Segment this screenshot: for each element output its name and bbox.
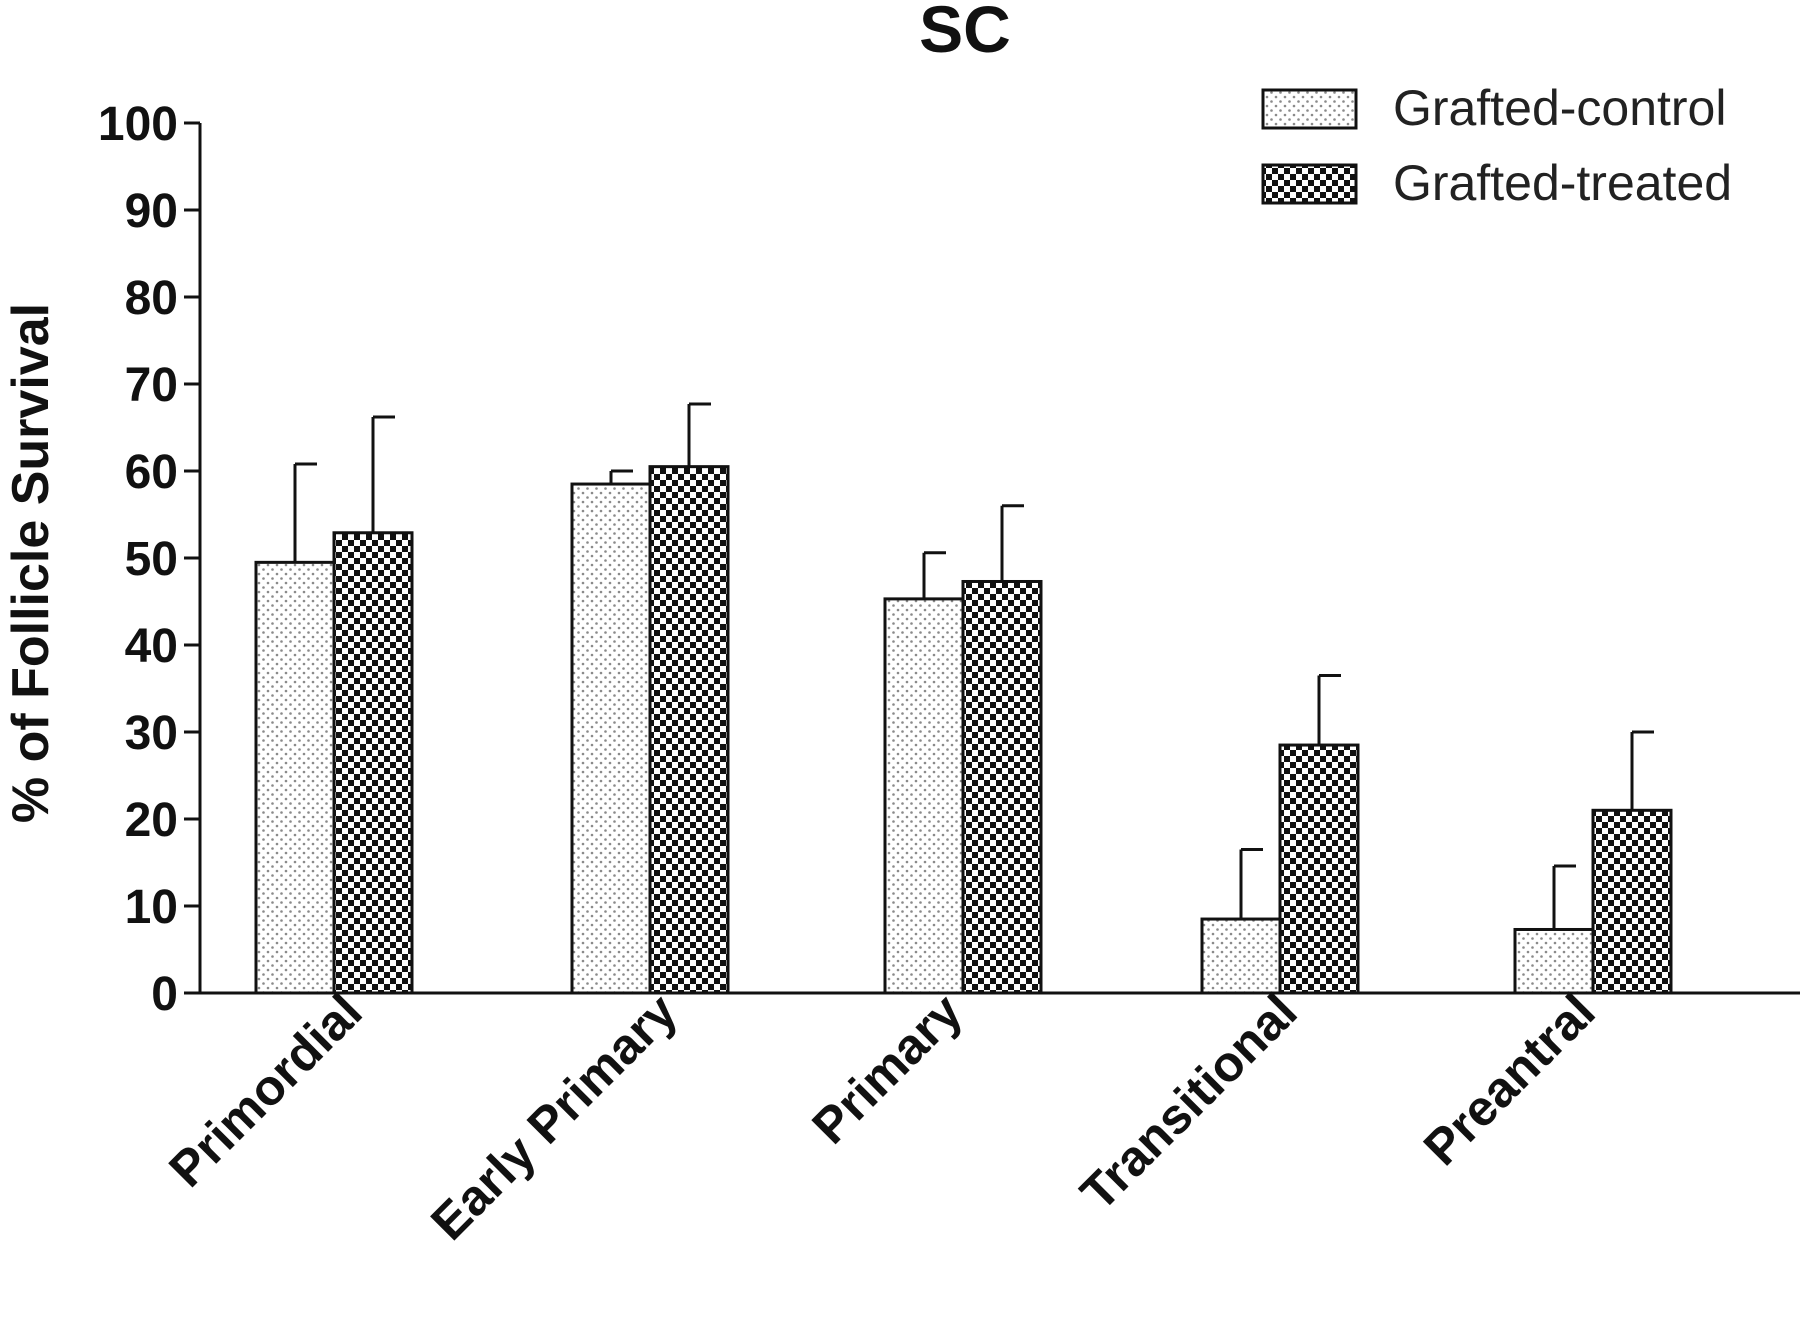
- legend-item-control: Grafted-control: [1261, 80, 1726, 136]
- y-tick-label: 80: [125, 272, 178, 325]
- y-tick-label: 60: [125, 446, 178, 499]
- y-tick-label: 100: [98, 98, 178, 151]
- bar-treated: [648, 465, 730, 995]
- y-tick-label: 40: [125, 620, 178, 673]
- y-tick-label: 50: [125, 533, 178, 586]
- bar-control: [1513, 927, 1595, 995]
- bar-treated: [332, 531, 414, 995]
- chart-title: SC: [919, 0, 1011, 66]
- bar-treated: [1278, 743, 1360, 995]
- bar-control: [1200, 917, 1282, 995]
- y-tick-label: 0: [151, 968, 178, 1021]
- bars-group: [254, 465, 1673, 995]
- legend-label: Grafted-control: [1393, 80, 1726, 136]
- bar-control: [883, 597, 965, 995]
- category-label: Transitional: [1070, 983, 1308, 1221]
- error-bars-group: [293, 402, 1654, 930]
- category-label: Preantral: [1413, 983, 1606, 1176]
- category-label: Early Primary: [420, 983, 688, 1251]
- y-tick-label: 90: [125, 185, 178, 238]
- category-label: Primary: [801, 983, 972, 1154]
- y-tick-label: 20: [125, 794, 178, 847]
- legend-swatch: [1261, 88, 1358, 130]
- legend-swatch: [1261, 163, 1358, 205]
- legend-item-treated: Grafted-treated: [1261, 155, 1732, 211]
- bar-treated: [961, 579, 1043, 995]
- y-tick-label: 70: [125, 359, 178, 412]
- category-labels: Primordial Early Primary Primary Transition…: [158, 983, 1605, 1251]
- bar-control: [570, 482, 652, 995]
- bar-control: [254, 560, 336, 995]
- y-tick-label: 10: [125, 881, 178, 934]
- legend-label: Grafted-treated: [1393, 155, 1732, 211]
- bar-treated: [1591, 808, 1673, 995]
- axes: 0 10 20 30 40 50 60 70 80 90 100: [98, 98, 1800, 1021]
- category-label: Primordial: [158, 983, 372, 1197]
- y-tick-label: 30: [125, 707, 178, 760]
- legend: Grafted-control Grafted-treated: [1261, 80, 1732, 211]
- y-axis-label: % of Follicle Survival: [2, 303, 60, 823]
